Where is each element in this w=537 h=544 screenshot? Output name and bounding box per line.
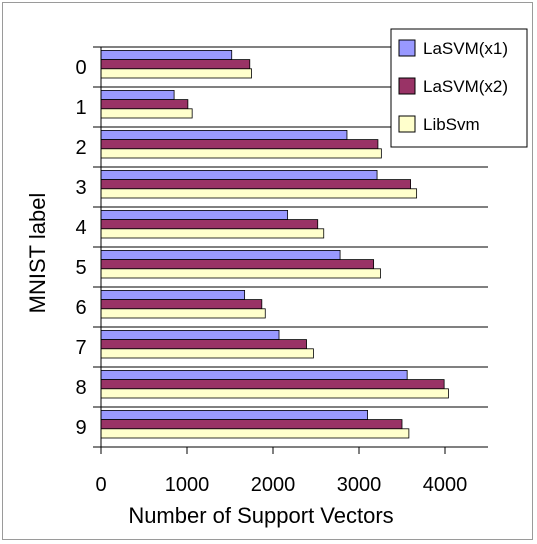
chart-frame: 0 1 2 3 4 5 6 7 8 9 0 1000 2000 3000 4000 Number of S… xyxy=(2,2,533,540)
bar-LibSvm-1 xyxy=(100,108,193,119)
bar-chart: 0 1 2 3 4 5 6 7 8 9 0 1000 2000 3000 4000 Number of S… xyxy=(25,28,528,528)
y-tick-label: 0 xyxy=(75,57,86,79)
bars xyxy=(100,50,449,439)
bar-LaSVM(x2)-0 xyxy=(100,59,251,70)
x-tick-label: 4000 xyxy=(423,474,468,496)
axes xyxy=(100,47,488,454)
bar-LibSvm-8 xyxy=(100,388,449,399)
x-tick-label: 3000 xyxy=(337,474,382,496)
y-tick-label: 2 xyxy=(75,137,86,159)
bar-LaSVM(x2)-8 xyxy=(100,379,445,390)
bar-LaSVM(x1)-6 xyxy=(100,289,246,300)
bar-LaSVM(x2)-5 xyxy=(100,259,375,270)
bar-LibSvm-0 xyxy=(100,68,252,79)
bar-LaSVM(x2)-7 xyxy=(100,339,307,350)
bar-LaSVM(x2)-2 xyxy=(100,139,379,150)
bar-LibSvm-9 xyxy=(100,428,410,439)
bar-LaSVM(x1)-8 xyxy=(100,369,408,380)
bar-LaSVM(x1)-1 xyxy=(100,90,175,101)
legend-swatch-LibSvm xyxy=(398,115,416,133)
bar-LaSVM(x2)-4 xyxy=(100,219,319,230)
y-tick-label: 3 xyxy=(75,177,86,199)
bar-LibSvm-3 xyxy=(100,188,418,199)
bar-LaSVM(x1)-3 xyxy=(100,169,378,180)
bar-LibSvm-7 xyxy=(100,348,314,359)
bar-LaSVM(x1)-5 xyxy=(100,249,341,260)
bar-LaSVM(x1)-0 xyxy=(100,50,233,61)
y-tick-label: 7 xyxy=(75,337,86,359)
legend-label-LaSVM(x2): LaSVM(x2) xyxy=(423,77,508,96)
x-tick-label: 0 xyxy=(95,474,106,496)
legend-swatch-LaSVM(x1) xyxy=(398,39,416,57)
legend: LaSVM(x1) LaSVM(x2) LibSvm xyxy=(390,28,528,148)
bar-LaSVM(x1)-4 xyxy=(100,209,289,220)
y-tick-labels: 0 1 2 3 4 5 6 7 8 9 xyxy=(75,57,86,439)
bar-LibSvm-6 xyxy=(100,308,266,319)
bar-LibSvm-4 xyxy=(100,228,325,239)
legend-label-LaSVM(x1): LaSVM(x1) xyxy=(423,39,508,58)
y-axis-title: MNIST label xyxy=(25,193,50,314)
legend-label-LibSvm: LibSvm xyxy=(423,115,480,134)
bar-LibSvm-5 xyxy=(100,268,381,279)
bar-LaSVM(x2)-1 xyxy=(100,99,189,110)
y-tick-label: 9 xyxy=(75,417,86,439)
y-tick-label: 4 xyxy=(75,217,86,239)
bar-LaSVM(x2)-9 xyxy=(100,419,403,430)
y-tick-label: 6 xyxy=(75,297,86,319)
bar-LibSvm-2 xyxy=(100,148,382,159)
y-tick-label: 5 xyxy=(75,257,86,279)
bar-LaSVM(x1)-2 xyxy=(100,130,348,141)
bar-LaSVM(x2)-3 xyxy=(100,179,412,190)
bar-LaSVM(x1)-7 xyxy=(100,329,280,340)
y-tick-label: 8 xyxy=(75,377,86,399)
x-tick-label: 1000 xyxy=(165,474,210,496)
bar-LaSVM(x1)-9 xyxy=(100,409,369,420)
legend-swatch-LaSVM(x2) xyxy=(398,77,416,95)
y-tick-label: 1 xyxy=(75,97,86,119)
bar-LaSVM(x2)-6 xyxy=(100,299,263,310)
x-axis-title: Number of Support Vectors xyxy=(128,503,393,528)
x-tick-labels: 0 1000 2000 3000 4000 xyxy=(95,474,467,496)
x-tick-label: 2000 xyxy=(251,474,296,496)
